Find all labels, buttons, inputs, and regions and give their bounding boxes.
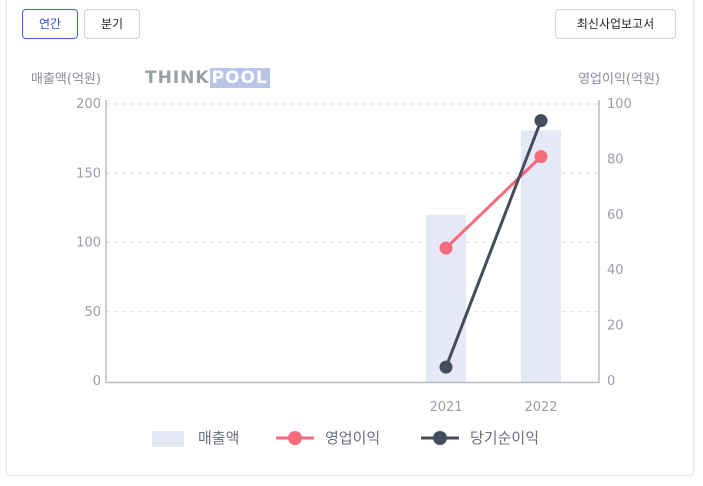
right-tick-label: 20 [607, 319, 624, 334]
right-tick-label: 100 [607, 97, 632, 112]
tab-annual[interactable]: 연간 [22, 9, 78, 39]
chart-card [6, 0, 694, 476]
legend-swatch-line [421, 426, 459, 450]
right-tick-label: 40 [607, 263, 624, 278]
left-tick-label: 50 [84, 305, 101, 320]
bar-revenue[interactable] [521, 130, 561, 382]
point-operating-profit[interactable] [439, 241, 453, 255]
legend-swatch-bar [152, 431, 184, 447]
left-tick-label: 0 [93, 374, 101, 389]
point-net-income[interactable] [439, 360, 453, 374]
left-tick-label: 200 [76, 97, 101, 112]
legend-label: 당기순이익 [470, 429, 540, 447]
legend-swatch-line [276, 426, 314, 450]
left-tick-label: 150 [76, 166, 101, 181]
right-tick-label: 60 [607, 208, 624, 223]
bar-revenue[interactable] [426, 214, 466, 382]
line-operating-profit [444, 155, 543, 250]
right-tick-label: 80 [607, 152, 624, 167]
point-operating-profit[interactable] [534, 150, 548, 164]
x-tick-label: 2022 [524, 400, 557, 415]
thinkpool-logo: THINK POOL [145, 68, 270, 88]
legend: 매출액 영업이익 당기순이익 [0, 426, 703, 450]
latest-report-button[interactable]: 최신사업보고서 [555, 9, 676, 39]
tab-quarter[interactable]: 분기 [84, 9, 140, 39]
right-tick-label: 0 [607, 374, 615, 389]
legend-label: 영업이익 [325, 429, 381, 447]
x-tick-label: 2021 [429, 400, 462, 415]
legend-label: 매출액 [198, 429, 240, 447]
right-axis-title: 영업이익(억원) [578, 72, 660, 87]
point-net-income[interactable] [534, 114, 548, 128]
left-axis-title: 매출액(억원) [31, 72, 101, 87]
left-tick-label: 100 [76, 236, 101, 251]
line-net-income [444, 120, 543, 368]
